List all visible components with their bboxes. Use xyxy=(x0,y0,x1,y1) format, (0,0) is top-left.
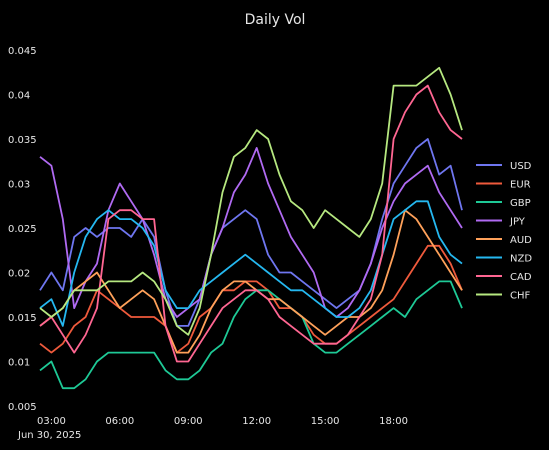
chart-title: Daily Vol xyxy=(245,12,306,28)
y-tick-label: 0.03 xyxy=(8,180,30,191)
legend-item-gbp[interactable]: GBP xyxy=(476,198,531,209)
series-line-eur xyxy=(39,244,463,354)
y-tick-label: 0.025 xyxy=(8,224,37,235)
x-axis-date-label: Jun 30, 2025 xyxy=(17,430,81,441)
legend-item-usd[interactable]: USD xyxy=(476,161,532,172)
x-tick-label: 09:00 xyxy=(174,416,203,427)
legend-item-cad[interactable]: CAD xyxy=(476,272,532,283)
series-lines xyxy=(39,66,463,390)
legend-item-nzd[interactable]: NZD xyxy=(476,254,532,265)
series-line-jpy xyxy=(39,146,463,318)
legend-label: NZD xyxy=(510,254,532,265)
legend-item-aud[interactable]: AUD xyxy=(476,235,532,246)
y-tick-label: 0.04 xyxy=(8,91,30,102)
legend-label: EUR xyxy=(510,180,531,191)
series-line-aud xyxy=(39,209,463,354)
y-tick-label: 0.015 xyxy=(8,313,37,324)
legend-label: CAD xyxy=(510,272,532,283)
legend-label: JPY xyxy=(509,217,526,228)
legend-label: USD xyxy=(510,161,532,172)
y-axis: 0.005 0.01 0.015 0.02 0.025 0.03 0.035 0.04 0.04… xyxy=(8,46,37,413)
series-line-cad xyxy=(39,84,463,363)
x-tick-label: 15:00 xyxy=(311,416,340,427)
x-tick-label: 12:00 xyxy=(242,416,271,427)
x-tick-label: 06:00 xyxy=(105,416,134,427)
series-line-nzd xyxy=(39,200,463,327)
legend-item-chf[interactable]: CHF xyxy=(476,291,531,302)
legend-label: CHF xyxy=(510,291,531,302)
legend: USD EUR GBP JPY AUD NZD CAD CHF xyxy=(476,161,532,302)
series-line-usd xyxy=(39,138,463,327)
legend-label: GBP xyxy=(510,198,531,209)
legend-label: AUD xyxy=(510,235,532,246)
legend-item-jpy[interactable]: JPY xyxy=(476,217,526,228)
y-tick-label: 0.01 xyxy=(8,358,30,369)
x-tick-label: 18:00 xyxy=(379,416,408,427)
y-tick-label: 0.045 xyxy=(8,46,37,57)
y-tick-label: 0.02 xyxy=(8,269,30,280)
series-line-chf xyxy=(39,66,463,336)
y-tick-label: 0.035 xyxy=(8,135,37,146)
legend-item-eur[interactable]: EUR xyxy=(476,180,531,191)
x-axis: 03:00 06:00 09:00 12:00 15:00 18:00 xyxy=(37,416,408,427)
series-line-gbp xyxy=(39,280,463,390)
x-tick-label: 03:00 xyxy=(37,416,66,427)
y-tick-label: 0.005 xyxy=(8,402,37,413)
